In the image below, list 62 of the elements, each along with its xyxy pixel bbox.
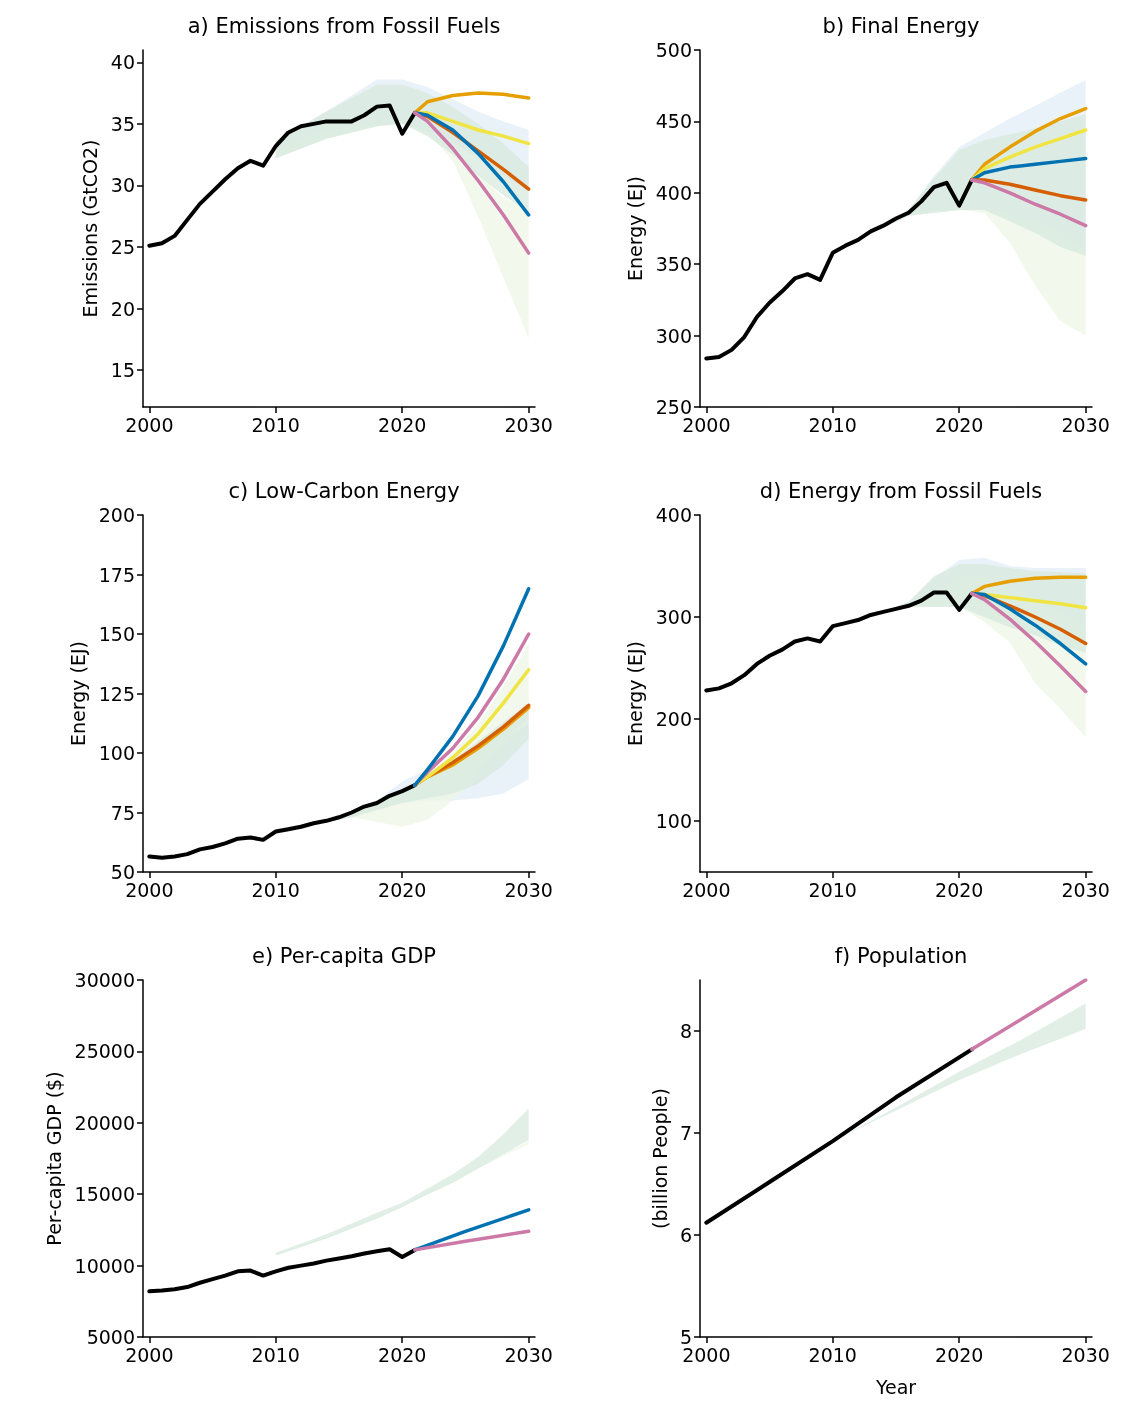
y-tick-label: 150	[98, 623, 135, 645]
y-tick-label: 6	[679, 1224, 692, 1246]
y-tick-label: 15	[110, 359, 135, 382]
y-tick-label: 25	[110, 235, 135, 258]
y-tick-label: 500	[655, 39, 692, 61]
y-tick-label: 7	[679, 1122, 692, 1144]
x-tick-label: 2000	[125, 413, 174, 436]
y-tick-label: 20	[110, 297, 135, 320]
x-tick-label: 2010	[808, 413, 857, 436]
y-axis-title: Energy (EJ)	[624, 176, 647, 281]
y-tick-label: 10000	[74, 1254, 135, 1277]
x-tick-label: 2030	[1061, 878, 1110, 901]
y-tick-label: 30	[110, 174, 135, 197]
y-tick-label: 400	[655, 181, 692, 204]
x-tick-label: 2020	[935, 1343, 984, 1366]
y-tick-label: 15000	[74, 1183, 135, 1206]
chart-title: b) Final Energy	[822, 13, 980, 38]
y-axis-title: Energy (EJ)	[67, 641, 90, 746]
x-tick-label: 2020	[378, 413, 427, 436]
y-tick-label: 350	[655, 253, 692, 276]
x-tick-label: 2010	[251, 413, 300, 436]
chart-title: a) Emissions from Fossil Fuels	[187, 13, 501, 38]
x-tick-label: 2030	[504, 1343, 553, 1366]
chart-title: c) Low-Carbon Energy	[228, 478, 460, 503]
y-tick-label: 400	[655, 504, 692, 526]
x-tick-label: 2010	[251, 878, 300, 901]
chart-title: d) Energy from Fossil Fuels	[759, 478, 1043, 503]
y-tick-label: 100	[98, 742, 135, 764]
x-tick-label: 2020	[935, 878, 984, 901]
y-tick-label: 40	[110, 51, 135, 74]
x-tick-label: 2010	[808, 1343, 857, 1366]
y-tick-label: 8	[679, 1020, 692, 1042]
chart-title: f) Population	[834, 943, 968, 968]
y-tick-label: 100	[655, 810, 692, 832]
y-tick-label: 125	[98, 682, 135, 705]
x-axis-title: Year	[874, 1375, 917, 1398]
x-tick-label: 2030	[1061, 413, 1110, 436]
y-tick-label: 300	[655, 606, 692, 628]
y-tick-label: 75	[110, 801, 135, 824]
y-axis-title: (billion People)	[648, 1088, 671, 1229]
y-tick-label: 175	[98, 563, 135, 586]
x-tick-label: 2030	[504, 878, 553, 901]
x-tick-label: 2020	[378, 1343, 427, 1366]
y-tick-label: 20000	[74, 1111, 135, 1134]
y-tick-label: 25000	[74, 1040, 135, 1063]
x-tick-label: 2030	[504, 413, 553, 436]
y-axis-title: Per-capita GDP ($)	[43, 1071, 66, 1246]
y-tick-label: 200	[655, 708, 692, 730]
y-tick-label: 200	[98, 504, 135, 526]
x-tick-label: 2010	[808, 878, 857, 901]
y-axis-title: Energy (EJ)	[624, 641, 647, 746]
x-tick-label: 2020	[935, 413, 984, 436]
y-tick-label: 35	[110, 112, 135, 135]
y-tick-label: 30000	[74, 969, 135, 991]
y-axis-title: Emissions (GtCO2)	[79, 139, 102, 318]
x-tick-label: 2020	[378, 878, 427, 901]
x-tick-label: 2000	[682, 878, 731, 901]
x-tick-label: 2010	[251, 1343, 300, 1366]
y-tick-label: 300	[655, 324, 692, 347]
x-tick-label: 2030	[1061, 1343, 1110, 1366]
y-tick-label: 450	[655, 110, 692, 133]
chart-title: e) Per-capita GDP	[252, 943, 436, 968]
